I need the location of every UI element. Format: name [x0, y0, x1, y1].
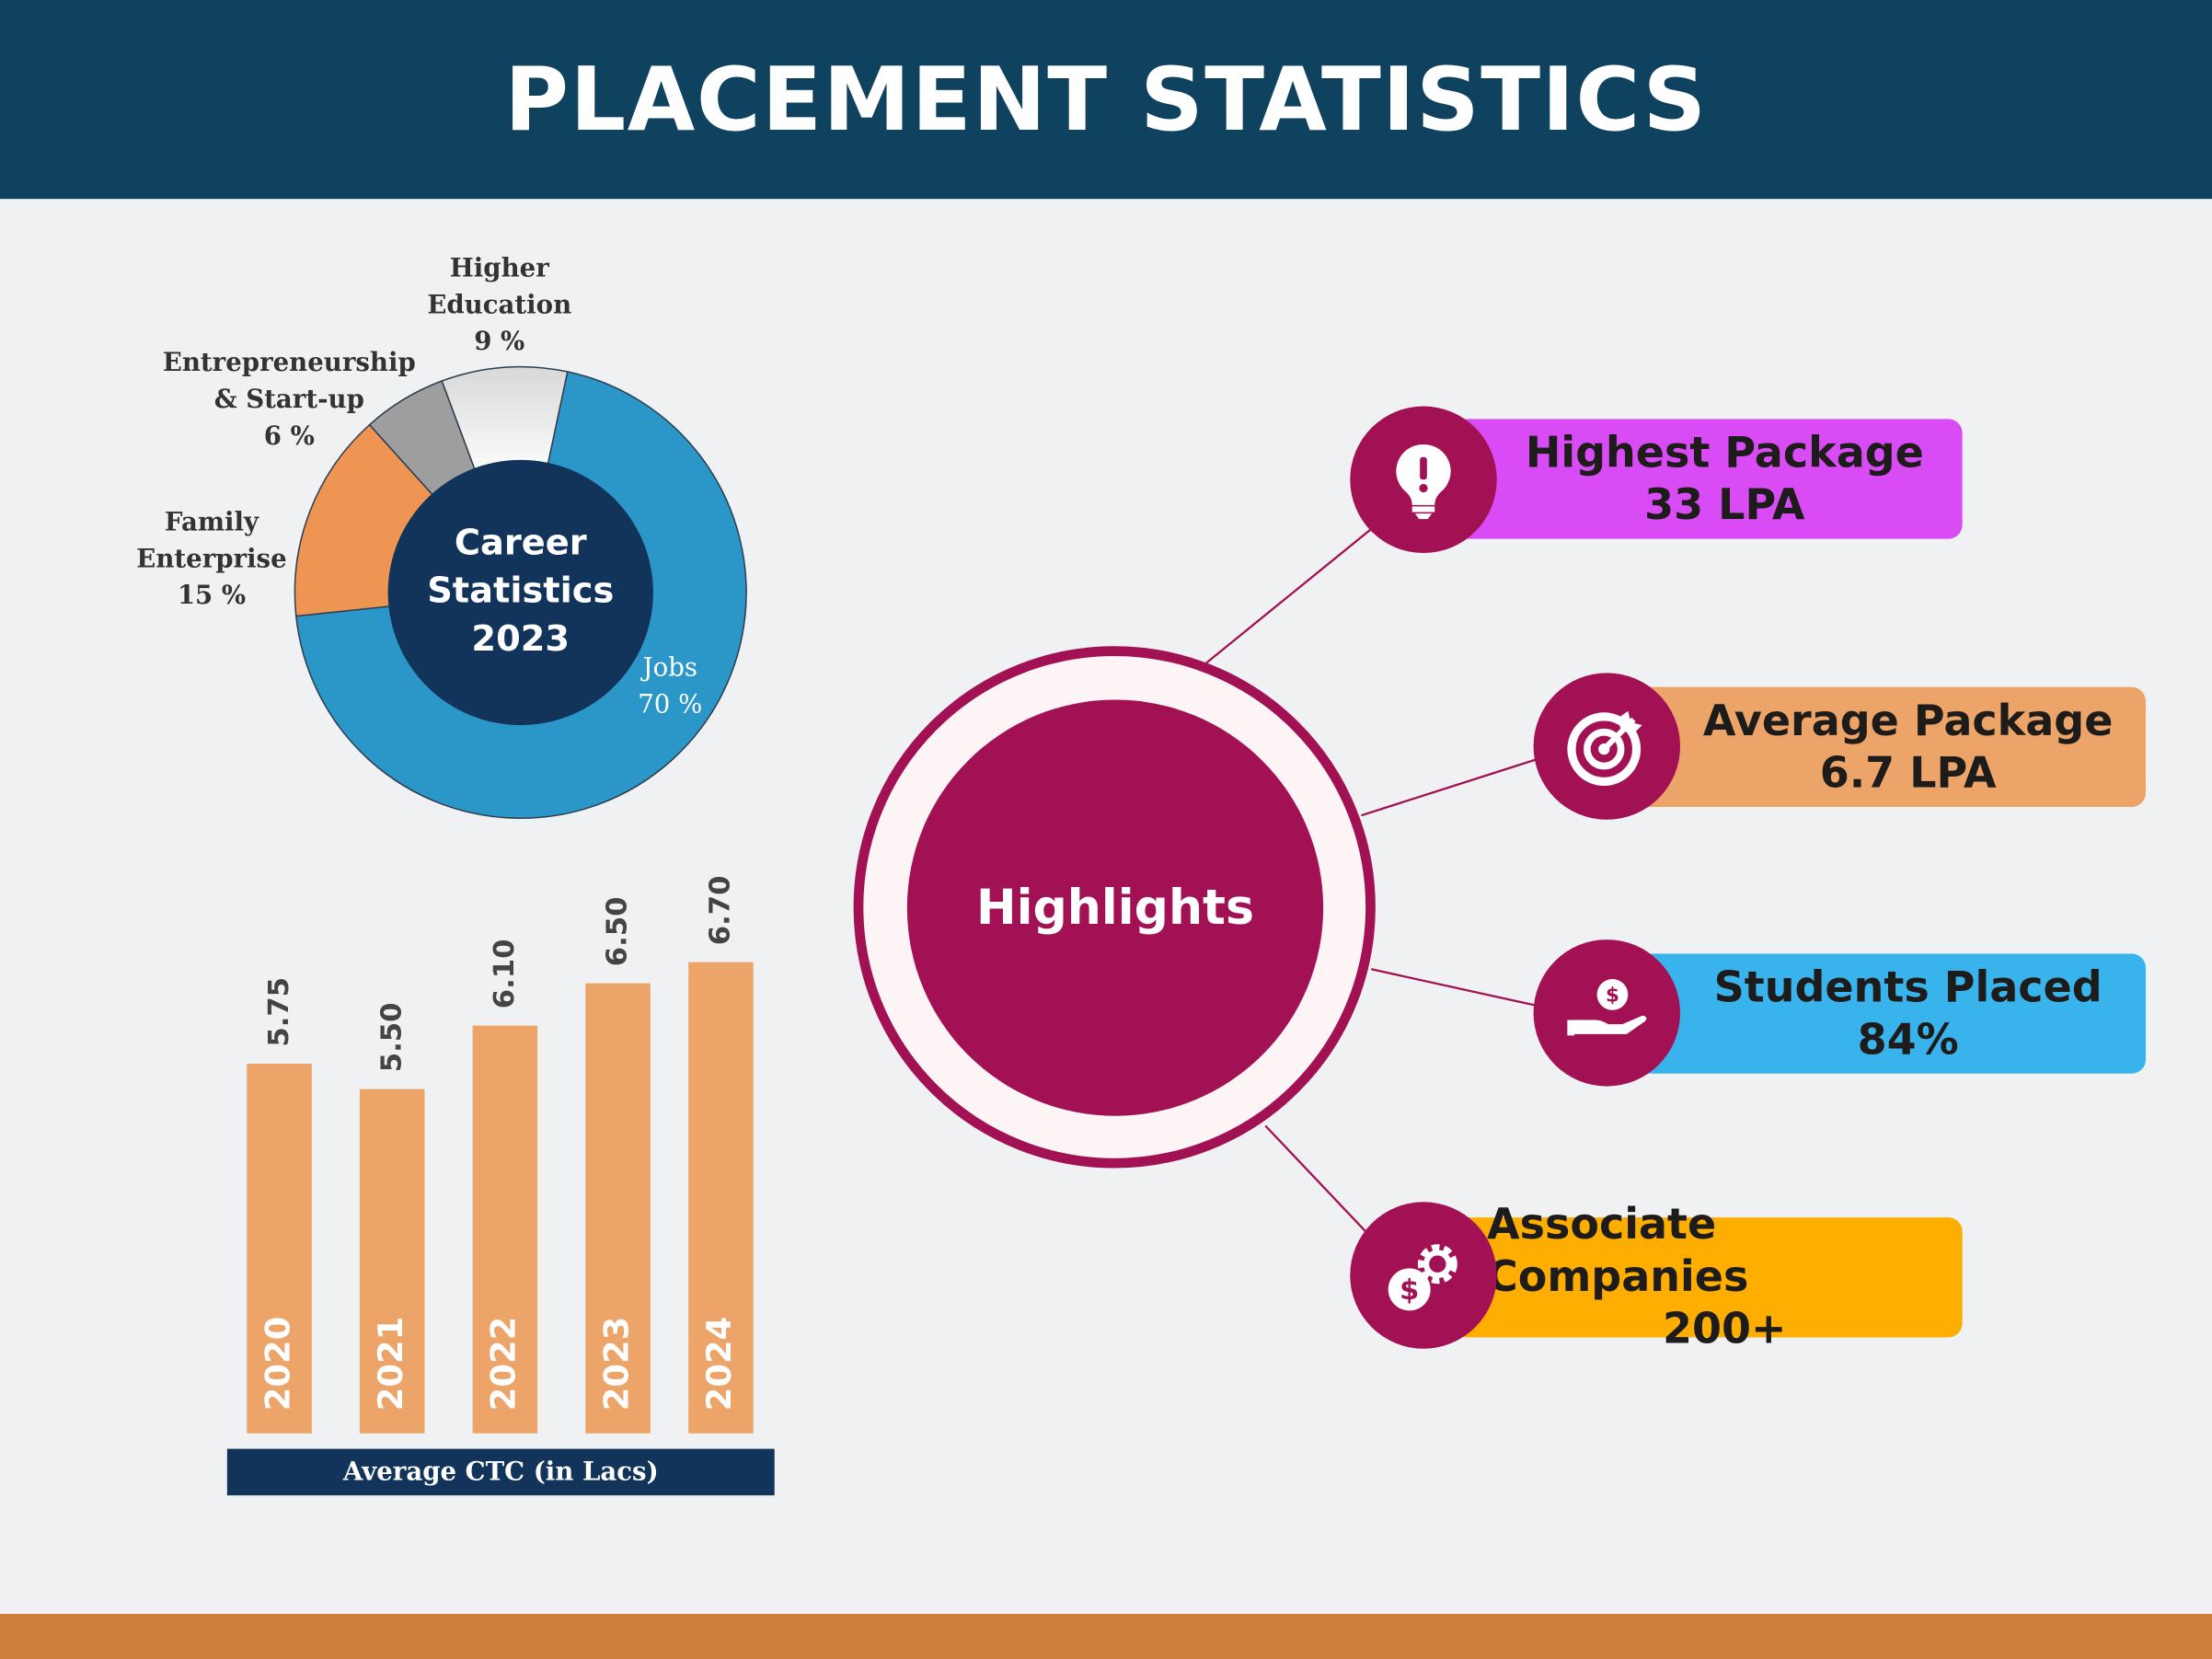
highlight-card-associate-companies: Associate Companies 200+ — [1453, 1201, 1963, 1354]
slice-value: 9 % — [474, 327, 525, 357]
slice-label: Family Enterprise — [136, 507, 287, 575]
slice-label: Higher Education — [427, 253, 572, 321]
connector-line — [1371, 968, 1538, 1008]
card-title: Average Package — [1702, 696, 2114, 746]
svg-text:$: $ — [1400, 1274, 1419, 1307]
card-value: 33 LPA — [1644, 480, 1805, 530]
highlight-card-highest-package: Highest Package 33 LPA — [1453, 419, 1963, 539]
connector-line — [1361, 757, 1538, 817]
connector-line — [1205, 528, 1372, 664]
bar-2022 — [472, 1026, 538, 1434]
footer-bar — [0, 1613, 2212, 1659]
slice-label: Jobs — [642, 652, 698, 684]
money-gear-icon: $ — [1350, 1202, 1497, 1349]
bar-2023 — [585, 984, 651, 1434]
card-title: Students Placed — [1713, 962, 2103, 1013]
page-title: PLACEMENT STATISTICS — [504, 48, 1708, 152]
bar-2021 — [359, 1089, 425, 1434]
slice-label-entrepreneurship: Entrepreneurship & Start-up 6 % — [141, 346, 437, 456]
card-value: 6.7 LPA — [1819, 748, 1997, 799]
card-title: Highest Package — [1525, 428, 1924, 478]
slice-label-family-enterprise: Family Enterprise 15 % — [120, 505, 303, 616]
header-banner: PLACEMENT STATISTICS — [0, 0, 2212, 200]
career-donut-chart — [294, 365, 747, 819]
hand-coin-icon: $ — [1533, 939, 1681, 1087]
target-icon — [1533, 673, 1681, 820]
svg-text:$: $ — [1606, 985, 1619, 1008]
slice-label-higher-education: Higher Education 9 % — [400, 251, 598, 362]
slice-label-jobs: Jobs 70 % — [621, 651, 720, 724]
donut-center-label: Career Statistics 2023 — [427, 522, 615, 660]
connector-line — [1264, 1124, 1370, 1236]
highlight-card-students-placed: Students Placed 84% — [1636, 953, 2146, 1074]
highlight-card-average-package: Average Package 6.7 LPA — [1636, 686, 2146, 807]
bar-2020 — [247, 1063, 312, 1434]
bar-chart-caption: Average CTC (in Lacs) — [226, 1448, 775, 1496]
card-title: Associate Companies — [1486, 1200, 1749, 1303]
lightbulb-icon — [1350, 406, 1497, 554]
slice-value: 70 % — [638, 689, 703, 720]
slice-value: 15 % — [177, 581, 247, 611]
donut-center — [387, 459, 653, 726]
bar-2024 — [688, 962, 754, 1434]
card-value: 84% — [1857, 1015, 1959, 1065]
card-value: 200+ — [1663, 1305, 1787, 1354]
highlights-hub: Highlights — [906, 699, 1324, 1116]
slice-label: Entrepreneurship & Start-up — [162, 348, 416, 415]
slice-value: 6 % — [263, 421, 315, 452]
